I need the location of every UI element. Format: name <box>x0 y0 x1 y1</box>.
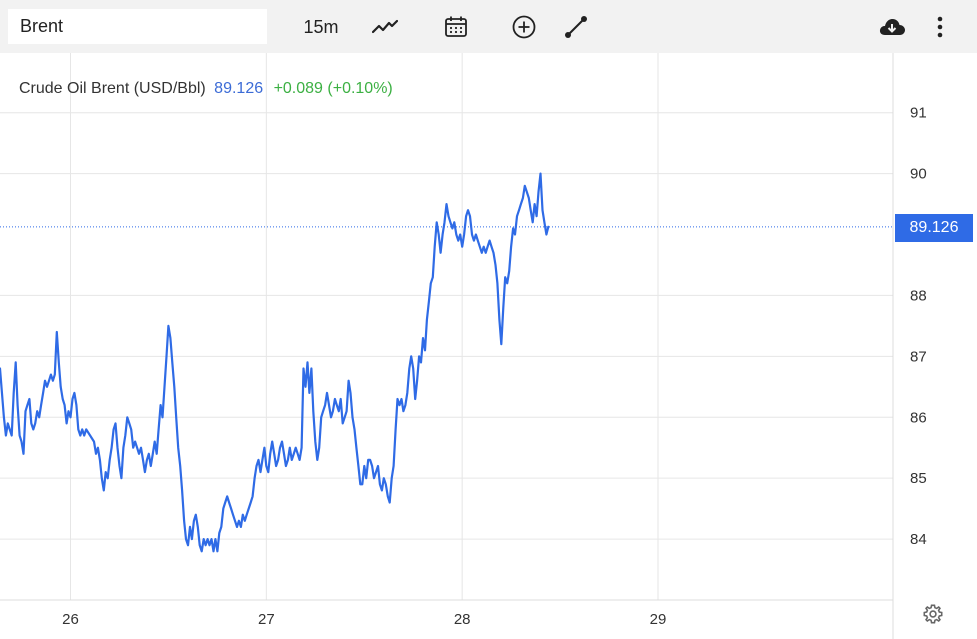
vertical-gridlines <box>70 53 659 600</box>
more-options-button[interactable] <box>928 8 952 46</box>
download-icon <box>879 19 905 35</box>
symbol-search-input[interactable] <box>8 9 267 44</box>
draw-line-button[interactable] <box>557 8 595 46</box>
legend-instrument-name: Crude Oil Brent (USD/Bbl) <box>19 80 206 97</box>
date-range-button[interactable] <box>437 8 475 46</box>
legend-change: +0.089 (+0.10%) <box>273 80 393 97</box>
more-vertical-icon <box>937 16 943 38</box>
chart-area[interactable]: 84 85 86 87 88 90 91 26 27 28 29 <box>0 53 977 639</box>
y-tick-label: 86 <box>910 409 927 426</box>
chart-legend: Crude Oil Brent (USD/Bbl) 89.126 +0.089 … <box>19 80 393 98</box>
y-tick-label: 88 <box>910 287 927 304</box>
horizontal-gridlines <box>0 112 893 540</box>
last-price-label: 89.126 <box>895 214 973 242</box>
x-tick-label: 26 <box>62 611 79 628</box>
y-tick-label: 84 <box>910 531 927 548</box>
chart-type-icon <box>372 19 398 34</box>
draw-line-icon <box>565 16 587 38</box>
y-tick-label: 91 <box>910 105 927 122</box>
y-tick-label: 87 <box>910 348 927 365</box>
settings-gear-icon[interactable] <box>922 603 944 625</box>
y-tick-label: 90 <box>910 166 927 183</box>
y-axis-ticks: 84 85 86 87 88 90 91 <box>910 105 927 548</box>
add-indicator-button[interactable] <box>505 8 543 46</box>
interval-button[interactable]: 15m <box>303 16 339 37</box>
y-tick-label: 85 <box>910 470 927 487</box>
x-axis-ticks: 26 27 28 29 <box>62 611 666 628</box>
add-indicator-icon <box>512 15 536 39</box>
chart-type-button[interactable] <box>366 8 404 46</box>
price-chart[interactable]: 84 85 86 87 88 90 91 26 27 28 29 <box>0 53 977 639</box>
x-tick-label: 27 <box>258 611 275 628</box>
legend-last-value: 89.126 <box>214 80 264 97</box>
x-tick-label: 28 <box>454 611 471 628</box>
toolbar: 15m <box>0 0 977 53</box>
price-series-line[interactable] <box>0 172 550 553</box>
download-button[interactable] <box>873 8 911 46</box>
x-tick-label: 29 <box>650 611 667 628</box>
calendar-icon <box>445 16 467 37</box>
